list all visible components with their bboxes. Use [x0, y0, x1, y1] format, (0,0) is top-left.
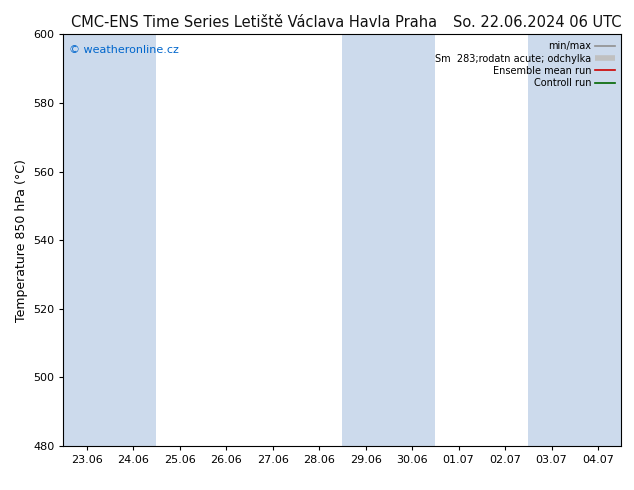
Bar: [528, 34, 575, 446]
Bar: [63, 34, 110, 446]
Bar: [342, 34, 389, 446]
Bar: [110, 34, 157, 446]
Text: © weatheronline.cz: © weatheronline.cz: [69, 45, 179, 54]
Y-axis label: Temperature 850 hPa (°C): Temperature 850 hPa (°C): [15, 159, 27, 321]
Text: CMC-ENS Time Series Letiště Václava Havla Praha: CMC-ENS Time Series Letiště Václava Havl…: [70, 15, 437, 30]
Bar: [389, 34, 436, 446]
Legend: min/max, Sm  283;rodatn acute; odchylka, Ensemble mean run, Controll run: min/max, Sm 283;rodatn acute; odchylka, …: [433, 39, 616, 90]
Bar: [575, 34, 621, 446]
Text: So. 22.06.2024 06 UTC: So. 22.06.2024 06 UTC: [453, 15, 621, 30]
